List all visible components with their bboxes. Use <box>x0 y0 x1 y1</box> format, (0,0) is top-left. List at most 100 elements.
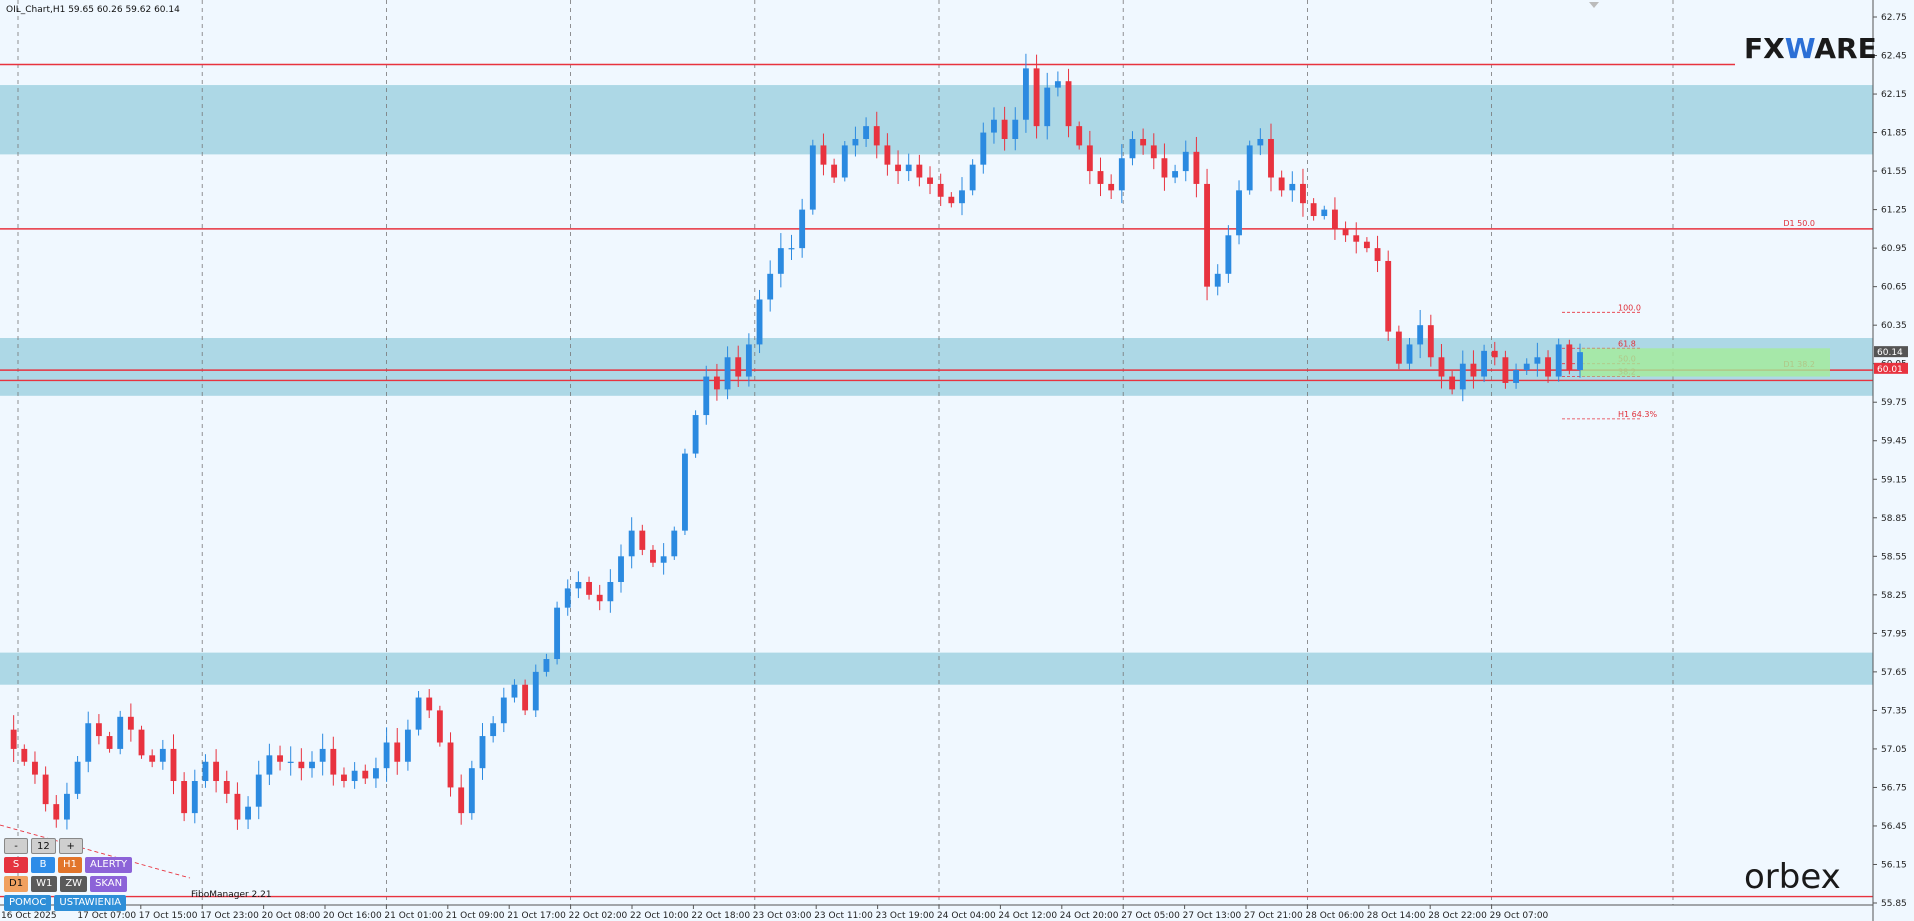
candle-body-59 <box>628 530 635 557</box>
candle-body-80 <box>852 138 859 146</box>
candle-body-75 <box>799 209 806 249</box>
candle-12 <box>127 703 134 742</box>
candle-body-67 <box>713 376 720 390</box>
candle-47 <box>500 687 507 733</box>
candle-body-21 <box>223 781 230 794</box>
candle-body-71 <box>756 299 763 345</box>
candle-body-53 <box>564 588 571 608</box>
fib-zone <box>1580 348 1830 377</box>
candle-body-61 <box>650 549 656 563</box>
candle-body-5 <box>53 804 60 820</box>
x-tick-2: 17 Oct 15:00 <box>139 911 198 921</box>
candle-96 <box>1022 53 1029 133</box>
y-tick-20: 56.75 <box>1881 783 1907 793</box>
x-tick-4: 20 Oct 08:00 <box>262 911 321 921</box>
candle-body-31 <box>330 748 337 775</box>
candle-body-28 <box>298 761 305 769</box>
candle-body-43 <box>458 787 465 814</box>
x-tick-9: 22 Oct 02:00 <box>569 911 628 921</box>
candle-body-106 <box>1129 138 1136 159</box>
candle-133 <box>1417 309 1424 359</box>
candle-body-124 <box>1321 209 1328 217</box>
candle-132 <box>1406 337 1413 370</box>
candle-32 <box>341 767 347 788</box>
candle-99 <box>1054 71 1061 97</box>
y-tick-15: 58.25 <box>1881 591 1907 601</box>
candle-20 <box>213 749 220 793</box>
settings-button[interactable]: USTAWIENIA <box>54 895 127 911</box>
candle-107 <box>1140 128 1147 155</box>
candle-91 <box>969 159 976 196</box>
candle-118 <box>1257 128 1264 156</box>
decrease-button[interactable]: - <box>4 838 28 854</box>
candle-61 <box>650 545 656 568</box>
candle-112 <box>1193 136 1200 198</box>
candle-body-7 <box>74 761 81 794</box>
candle-93 <box>991 107 997 144</box>
candle-body-73 <box>777 248 784 274</box>
candle-13 <box>138 725 145 759</box>
candle-110 <box>1172 164 1179 184</box>
orbex-logo: orbex <box>1744 857 1841 897</box>
candle-body-141 <box>1502 357 1509 383</box>
trend-line <box>0 824 191 879</box>
scan-button[interactable]: SKAN <box>90 876 128 892</box>
help-button[interactable]: POMOC <box>4 895 52 911</box>
fxware-logo: FXWARE <box>1744 32 1877 65</box>
alerts-button[interactable]: ALERTY <box>85 857 133 873</box>
candle-body-109 <box>1161 158 1168 178</box>
candle-62 <box>660 543 667 575</box>
candle-body-134 <box>1427 325 1434 358</box>
candle-34 <box>362 764 369 784</box>
candle-69 <box>735 345 742 387</box>
control-panel: - 12 + S B H1 ALERTY D1 W1 ZW SKAN POMOC… <box>4 838 133 914</box>
candle-body-128 <box>1363 241 1370 249</box>
candle-94 <box>1001 106 1008 151</box>
candle-body-147 <box>1566 344 1573 371</box>
zone-2 <box>0 652 1873 685</box>
triangle-marker <box>1589 2 1599 8</box>
candle-22 <box>234 782 241 830</box>
x-tick-3: 17 Oct 23:00 <box>200 911 259 921</box>
candle-body-118 <box>1257 138 1264 146</box>
candle-120 <box>1278 170 1285 197</box>
candle-body-145 <box>1545 357 1551 377</box>
candles-layer <box>10 53 1583 830</box>
buy-button[interactable]: B <box>31 857 55 873</box>
increase-button[interactable]: + <box>58 838 83 854</box>
y-tick-5: 61.25 <box>1881 206 1907 216</box>
y-tick-2: 62.15 <box>1881 90 1907 100</box>
candle-131 <box>1395 325 1402 370</box>
candle-body-20 <box>213 761 220 782</box>
candle-body-26 <box>277 755 283 762</box>
candle-113 <box>1204 168 1210 301</box>
d1-button[interactable]: D1 <box>4 876 29 892</box>
sell-button[interactable]: S <box>4 857 28 873</box>
zw-button[interactable]: ZW <box>60 876 88 892</box>
candle-body-97 <box>1033 68 1040 127</box>
candle-2 <box>21 744 28 766</box>
h1-button[interactable]: H1 <box>58 857 82 873</box>
x-tick-21: 28 Oct 06:00 <box>1305 911 1364 921</box>
y-tick-21: 56.45 <box>1881 822 1907 832</box>
candle-19 <box>202 754 209 788</box>
candle-119 <box>1268 123 1274 192</box>
candle-body-45 <box>479 736 486 769</box>
y-tick-0: 62.75 <box>1881 13 1907 23</box>
candle-41 <box>436 705 443 747</box>
candle-30 <box>319 733 326 776</box>
candle-body-44 <box>468 768 475 814</box>
candle-body-87 <box>927 177 933 184</box>
candle-body-30 <box>319 748 326 762</box>
candle-9 <box>95 714 102 745</box>
period-value[interactable]: 12 <box>31 838 56 854</box>
price-tag-0: 60.14 <box>1877 348 1903 358</box>
candle-body-49 <box>522 684 529 711</box>
w1-button[interactable]: W1 <box>31 876 58 892</box>
candle-body-121 <box>1289 183 1296 191</box>
candle-body-25 <box>266 755 273 775</box>
candle-body-63 <box>671 530 678 557</box>
candle-body-144 <box>1534 357 1541 364</box>
candle-100 <box>1065 68 1072 138</box>
